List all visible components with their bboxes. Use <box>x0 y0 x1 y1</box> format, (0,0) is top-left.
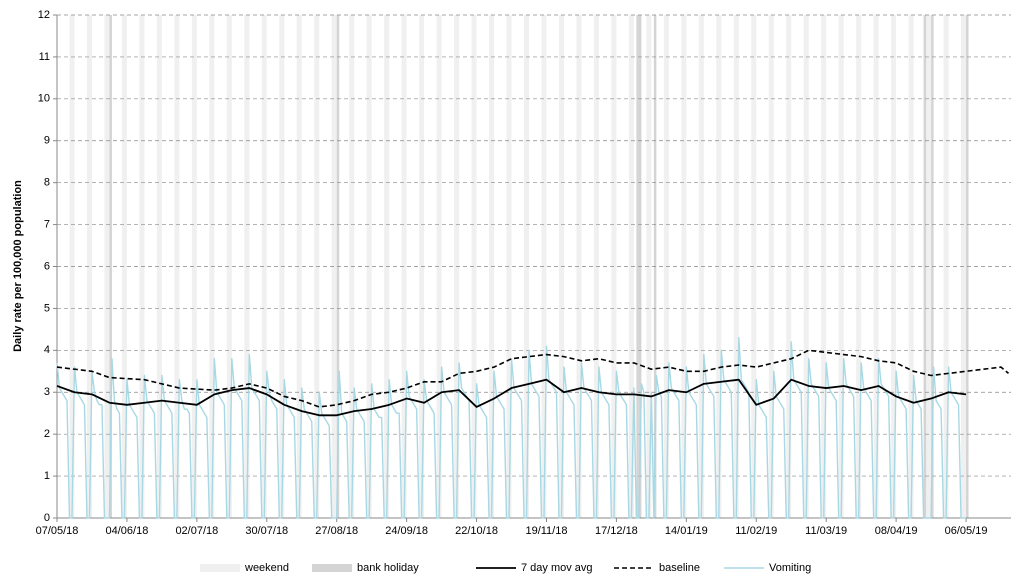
y-tick-label: 2 <box>44 428 50 440</box>
band <box>331 15 337 518</box>
band <box>636 15 639 518</box>
band <box>923 15 927 518</box>
x-tick-label: 08/04/19 <box>875 525 918 537</box>
y-tick-label: 8 <box>44 177 50 189</box>
x-tick-label: 24/09/18 <box>385 525 428 537</box>
series-line <box>56 337 967 519</box>
legend-label: 7 day mov avg <box>521 562 593 574</box>
band <box>261 15 267 518</box>
x-tick-label: 04/06/18 <box>106 525 149 537</box>
y-tick-label: 9 <box>44 135 50 147</box>
x-tick-label: 11/02/19 <box>735 525 777 537</box>
x-tick-label: 27/08/18 <box>315 525 358 537</box>
band <box>436 15 442 518</box>
y-tick-label: 1 <box>44 470 50 482</box>
band <box>471 15 477 518</box>
band <box>366 15 372 518</box>
band <box>401 15 407 518</box>
x-tick-label: 19/11/18 <box>525 525 567 537</box>
x-tick-label: 22/10/18 <box>455 525 498 537</box>
series-line <box>56 378 967 417</box>
y-tick-label: 6 <box>44 260 50 272</box>
y-tick-label: 7 <box>44 218 50 230</box>
x-tick-label: 06/05/19 <box>945 525 988 537</box>
x-tick-label: 11/03/19 <box>805 525 847 537</box>
legend-swatch <box>312 564 352 572</box>
y-tick-label: 10 <box>38 93 50 105</box>
y-tick-label: 0 <box>44 512 50 524</box>
y-tick-label: 4 <box>44 344 50 356</box>
band <box>86 15 92 518</box>
y-tick-label: 3 <box>44 386 50 398</box>
x-tick-label: 07/05/18 <box>36 525 79 537</box>
legend-label: bank holiday <box>357 562 419 574</box>
y-tick-label: 5 <box>44 302 50 314</box>
legend-swatch <box>200 564 240 572</box>
y-tick-label: 11 <box>39 51 50 63</box>
legend-label: baseline <box>659 562 700 574</box>
x-tick-label: 17/12/18 <box>595 525 638 537</box>
series-line <box>56 349 1010 408</box>
x-tick-label: 30/07/18 <box>245 525 288 537</box>
y-tick-label: 12 <box>38 9 50 21</box>
band <box>296 15 302 518</box>
x-tick-label: 14/01/19 <box>665 525 708 537</box>
band <box>156 15 162 518</box>
band <box>506 15 512 518</box>
y-axis-label: Daily rate per 100,000 population <box>12 180 24 352</box>
x-tick-label: 02/07/18 <box>175 525 218 537</box>
band <box>226 15 232 518</box>
legend-label: weekend <box>244 562 289 574</box>
band <box>109 15 112 518</box>
band <box>121 15 127 518</box>
band <box>191 15 197 518</box>
legend-label: Vomiting <box>769 562 811 574</box>
